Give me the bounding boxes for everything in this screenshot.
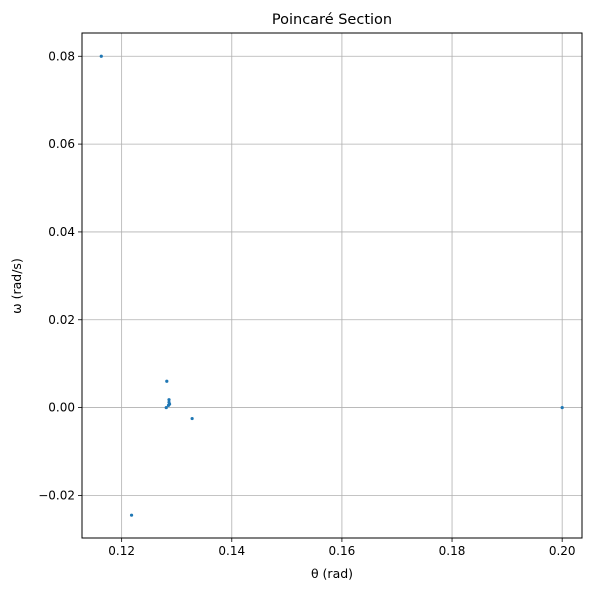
data-point <box>166 403 171 407</box>
y-axis-ticks: −0.02 0.00 0.02 0.04 0.06 0.08 <box>38 49 82 502</box>
chart-title: Poincaré Section <box>272 12 392 28</box>
x-tick-label: 0.18 <box>439 544 466 558</box>
data-point <box>165 379 169 383</box>
data-point <box>190 416 194 421</box>
plot-frame <box>81 32 583 539</box>
x-axis-label: θ (rad) <box>311 566 353 581</box>
y-tick-label: 0.06 <box>48 137 75 151</box>
y-axis-label: ω (rad/s) <box>9 258 24 314</box>
scatter-points <box>99 54 564 517</box>
y-tick-label: 0.04 <box>48 225 75 239</box>
y-tick-label: −0.02 <box>38 488 75 502</box>
data-point <box>129 513 134 517</box>
data-point <box>560 405 564 410</box>
data-point <box>167 398 171 402</box>
data-point <box>99 54 103 58</box>
y-tick-label: 0.02 <box>48 313 75 327</box>
data-point <box>164 405 168 410</box>
x-axis-ticks: 0.12 0.14 0.16 0.18 0.20 <box>108 538 576 558</box>
x-tick-label: 0.12 <box>108 544 135 558</box>
y-tick-label: 0.00 <box>48 401 75 415</box>
x-tick-label: 0.20 <box>549 544 576 558</box>
x-tick-label: 0.16 <box>329 544 356 558</box>
y-tick-label: 0.08 <box>48 49 75 63</box>
x-tick-label: 0.14 <box>218 544 245 558</box>
